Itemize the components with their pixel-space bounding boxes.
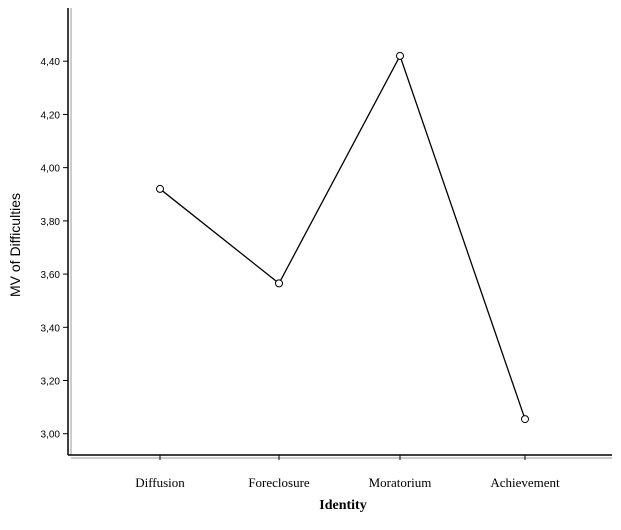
y-tick-label: 4,20 (41, 110, 61, 121)
y-ticks: 3,00 3,20 3,40 3,60 3,80 4,00 4,20 4,40 (41, 57, 68, 441)
data-point (275, 279, 283, 288)
y-tick-label: 4,40 (41, 57, 61, 68)
x-tick-label: Foreclosure (248, 475, 310, 490)
y-tick-label: 3,40 (41, 323, 61, 334)
series (156, 51, 529, 424)
data-point (156, 184, 164, 193)
data-point (396, 51, 404, 60)
x-ticks: Diffusion Foreclosure Moratorium Achievemen… (135, 455, 560, 490)
y-tick-label: 3,20 (41, 377, 61, 388)
axes (67, 8, 612, 459)
y-tick-label: 3,80 (41, 217, 61, 228)
x-tick-label: Achievement (490, 475, 560, 490)
y-tick-label: 4,00 (41, 164, 61, 175)
x-tick-label: Diffusion (135, 475, 185, 490)
y-tick-label: 3,60 (41, 270, 61, 281)
x-axis-title: Identity (319, 498, 366, 513)
series-line (159, 54, 526, 420)
data-point (521, 415, 529, 424)
y-tick-label: 3,00 (41, 430, 61, 441)
x-tick-label: Moratorium (369, 475, 432, 490)
y-axis-title: MV of Difficulties (7, 193, 23, 297)
